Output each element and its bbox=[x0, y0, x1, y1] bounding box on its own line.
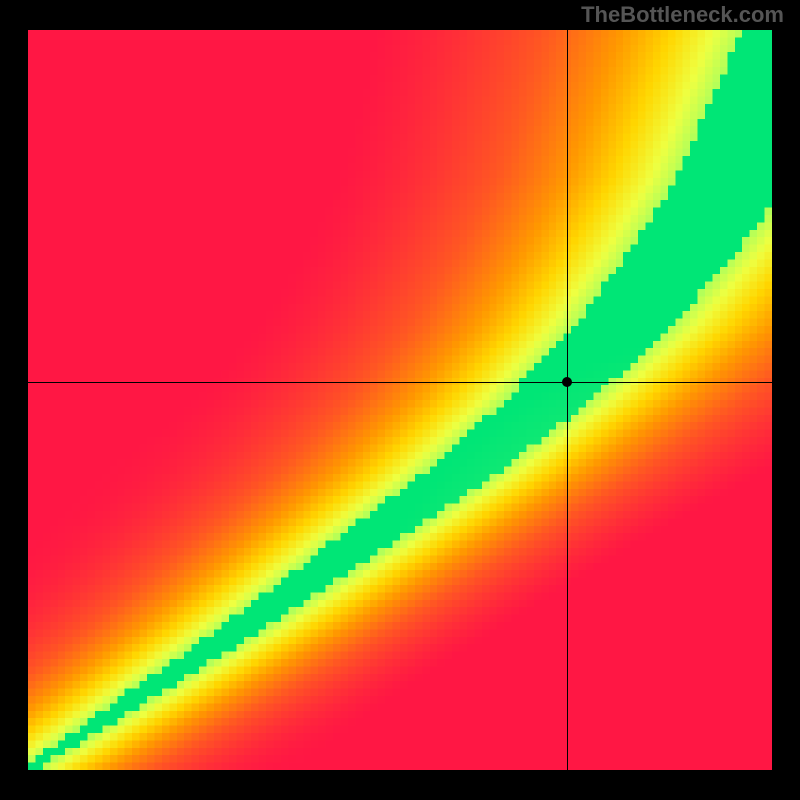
figure-container: TheBottleneck.com bbox=[0, 0, 800, 800]
crosshair-horizontal bbox=[28, 382, 772, 383]
plot-area bbox=[28, 30, 772, 770]
watermark-text: TheBottleneck.com bbox=[581, 2, 784, 28]
crosshair-marker bbox=[562, 377, 572, 387]
heatmap-canvas bbox=[28, 30, 772, 770]
crosshair-vertical bbox=[567, 30, 568, 770]
